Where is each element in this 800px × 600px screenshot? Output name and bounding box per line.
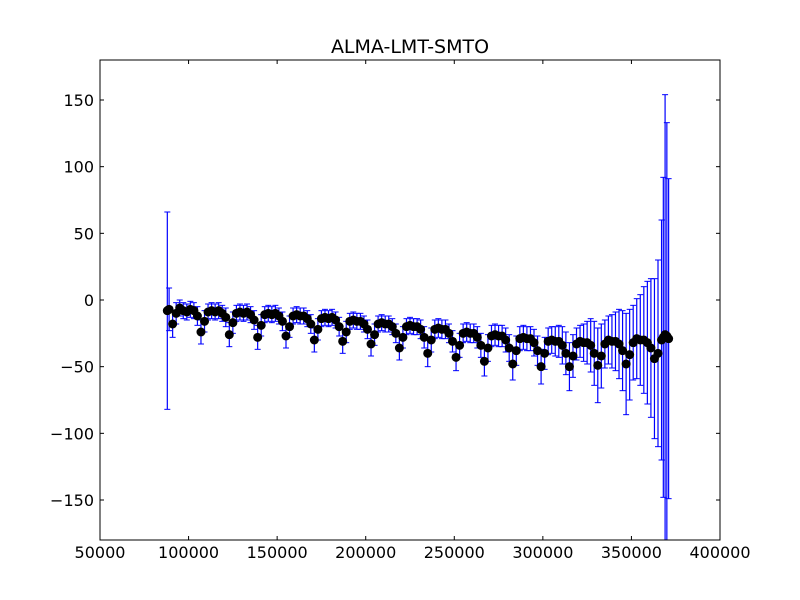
y-tick-label: 50	[74, 224, 94, 243]
data-point	[646, 343, 656, 353]
data-point	[221, 312, 231, 322]
data-point	[504, 343, 514, 353]
y-tick-label: −50	[60, 358, 94, 377]
x-tick-label: 150000	[247, 543, 308, 562]
data-point	[249, 315, 259, 325]
y-tick-label: −100	[50, 424, 94, 443]
data-point	[228, 318, 238, 328]
data-point	[366, 339, 376, 349]
data-point	[586, 340, 596, 350]
data-point	[341, 327, 351, 337]
data-point	[596, 351, 606, 361]
data-point	[664, 334, 674, 344]
x-tick-label: 300000	[512, 543, 573, 562]
data-point	[483, 343, 493, 353]
data-point	[419, 332, 429, 342]
data-point	[277, 316, 287, 326]
x-tick-label: 250000	[424, 543, 485, 562]
data-point	[285, 322, 295, 332]
data-point	[196, 327, 206, 337]
data-point	[508, 359, 518, 369]
data-point	[564, 362, 574, 372]
data-point	[309, 335, 319, 345]
x-tick-label: 350000	[601, 543, 662, 562]
data-point	[614, 339, 624, 349]
data-point	[621, 359, 631, 369]
data-point	[511, 346, 521, 356]
data-point	[533, 346, 543, 356]
data-point	[334, 322, 344, 332]
data-point	[398, 332, 408, 342]
data-point	[557, 340, 567, 350]
data-point	[362, 324, 372, 334]
data-point	[370, 330, 380, 340]
data-point	[224, 330, 234, 340]
data-point	[540, 348, 550, 358]
y-tick-label: 0	[84, 291, 94, 310]
data-point	[256, 320, 266, 330]
y-tick-label: −150	[50, 491, 94, 510]
data-point	[618, 346, 628, 356]
data-point	[593, 360, 603, 370]
data-point	[501, 335, 511, 345]
data-point	[394, 343, 404, 353]
y-tick-label: 100	[63, 158, 94, 177]
data-point	[164, 304, 174, 314]
x-tick-label: 200000	[335, 543, 396, 562]
data-point	[306, 319, 316, 329]
data-point	[653, 348, 663, 358]
data-point	[200, 316, 210, 326]
data-point	[331, 315, 341, 325]
data-point	[281, 331, 291, 341]
data-point	[536, 362, 546, 372]
data-point	[561, 348, 571, 358]
data-point	[338, 336, 348, 346]
data-point	[253, 332, 263, 342]
plot-area	[162, 94, 674, 540]
data-point-group	[162, 303, 674, 372]
data-point	[472, 332, 482, 342]
data-point	[387, 322, 397, 332]
data-point	[568, 351, 578, 361]
x-tick-label: 400000	[689, 543, 750, 562]
chart-title: ALMA-LMT-SMTO	[331, 36, 489, 58]
data-point	[192, 311, 202, 321]
data-point	[313, 324, 323, 334]
data-point	[479, 356, 489, 366]
data-point	[444, 328, 454, 338]
data-point	[391, 328, 401, 338]
data-point	[451, 352, 461, 362]
y-tick-label: 150	[63, 91, 94, 110]
data-point	[455, 340, 465, 350]
x-tick-label: 100000	[158, 543, 219, 562]
data-point	[476, 340, 486, 350]
data-point	[589, 348, 599, 358]
y-axis: 150 100 50 0 −50 −100 −150	[50, 91, 720, 510]
x-axis: 50000 100000 150000 200000 250000 300000 35000…	[75, 60, 751, 562]
data-point	[625, 350, 635, 360]
data-point	[168, 319, 178, 329]
data-point	[416, 324, 426, 334]
data-point	[423, 348, 433, 358]
data-point	[448, 336, 458, 346]
data-point	[426, 335, 436, 345]
x-tick-label: 50000	[75, 543, 126, 562]
data-point	[529, 338, 539, 348]
